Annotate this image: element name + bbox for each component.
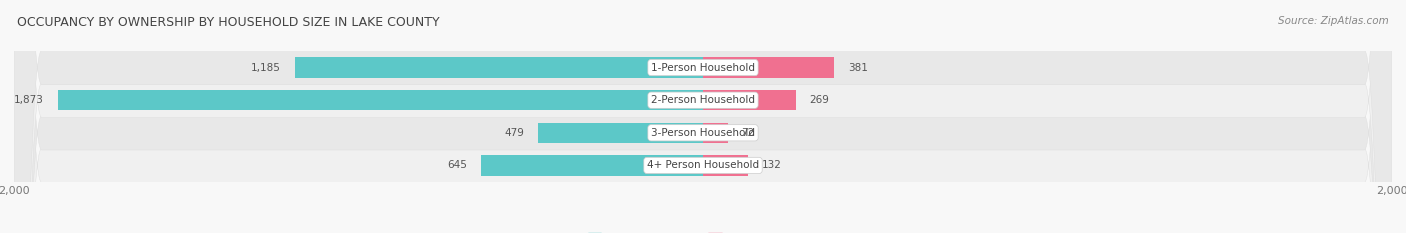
Text: 479: 479 [505,128,524,138]
Text: 132: 132 [762,161,782,170]
Text: 4+ Person Household: 4+ Person Household [647,161,759,170]
Text: 72: 72 [741,128,755,138]
Text: 269: 269 [810,95,830,105]
Text: 381: 381 [848,63,868,72]
FancyBboxPatch shape [14,0,1392,233]
Text: 645: 645 [447,161,467,170]
Bar [703,58,834,78]
Text: Source: ZipAtlas.com: Source: ZipAtlas.com [1278,16,1389,26]
Legend: Owner-occupied, Renter-occupied: Owner-occupied, Renter-occupied [583,229,823,233]
Text: OCCUPANCY BY OWNERSHIP BY HOUSEHOLD SIZE IN LAKE COUNTY: OCCUPANCY BY OWNERSHIP BY HOUSEHOLD SIZE… [17,16,440,29]
Text: 3-Person Household: 3-Person Household [651,128,755,138]
Bar [703,155,748,175]
Text: 2-Person Household: 2-Person Household [651,95,755,105]
Bar [538,123,703,143]
Bar [703,90,796,110]
Bar [703,123,728,143]
Bar [295,58,703,78]
Bar [481,155,703,175]
Text: 1,873: 1,873 [14,95,44,105]
Text: 1-Person Household: 1-Person Household [651,63,755,72]
FancyBboxPatch shape [14,0,1392,233]
Text: 1,185: 1,185 [252,63,281,72]
Bar [58,90,703,110]
FancyBboxPatch shape [14,0,1392,233]
FancyBboxPatch shape [14,0,1392,233]
